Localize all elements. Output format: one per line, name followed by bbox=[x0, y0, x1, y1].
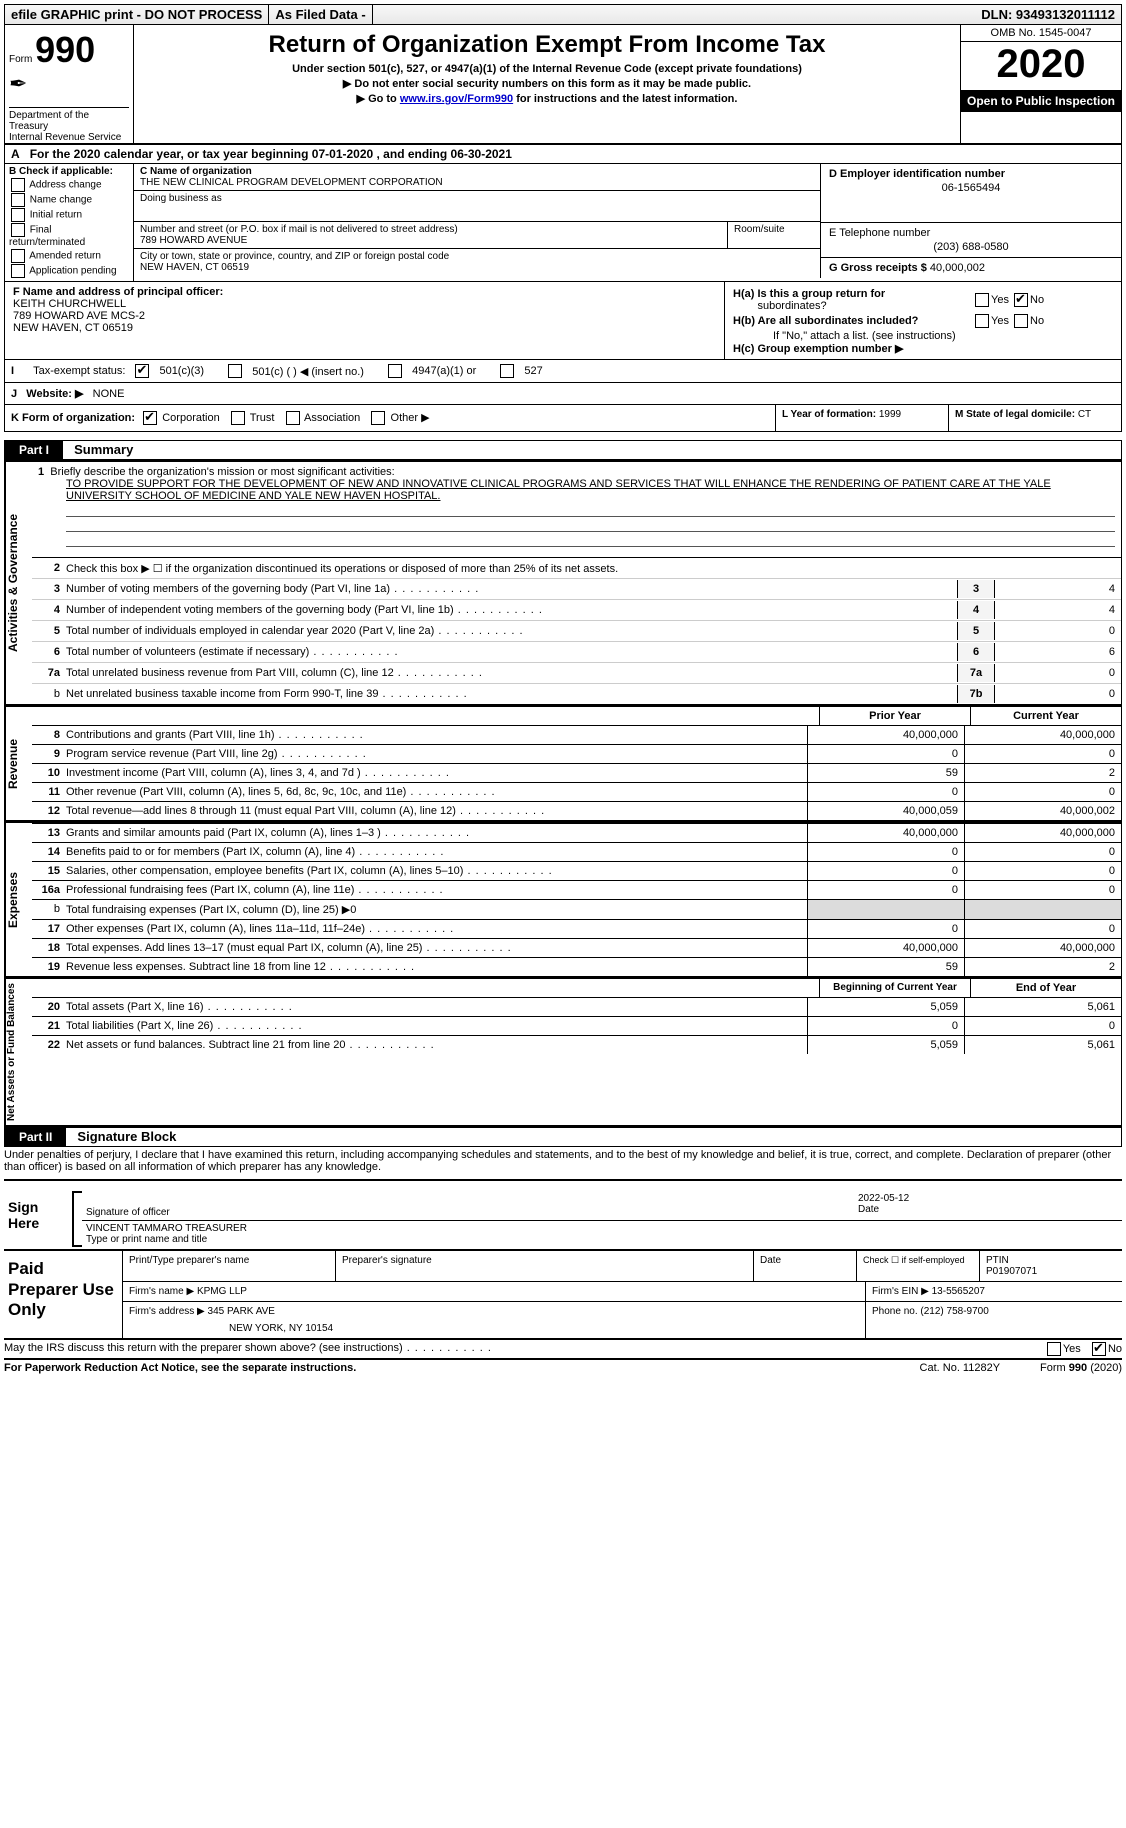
col-B: B Check if applicable: Address change Na… bbox=[5, 164, 134, 281]
col-C: C Name of organization THE NEW CLINICAL … bbox=[134, 164, 1121, 281]
col-DEG: D Employer identification number 06-1565… bbox=[820, 164, 1121, 278]
table-row: 17Other expenses (Part IX, column (A), l… bbox=[32, 919, 1121, 938]
header-left: Form 990 ✒ Department of the Treasury In… bbox=[5, 25, 134, 143]
header-right: OMB No. 1545-0047 2020 Open to Public In… bbox=[960, 25, 1121, 143]
asfiled-label: As Filed Data - bbox=[269, 5, 372, 24]
expenses-section: Expenses 13Grants and similar amounts pa… bbox=[4, 821, 1122, 977]
chk-amended: Amended return bbox=[9, 249, 129, 263]
signature-block: Under penalties of perjury, I declare th… bbox=[4, 1147, 1122, 1376]
phone: (203) 688-0580 bbox=[829, 241, 1113, 253]
table-row: 14Benefits paid to or for members (Part … bbox=[32, 842, 1121, 861]
chk-address: Address change bbox=[9, 178, 129, 192]
table-row: 8Contributions and grants (Part VIII, li… bbox=[32, 725, 1121, 744]
org-name: THE NEW CLINICAL PROGRAM DEVELOPMENT COR… bbox=[140, 177, 443, 188]
form-header: Form 990 ✒ Department of the Treasury In… bbox=[4, 25, 1122, 145]
table-row: 9Program service revenue (Part VIII, lin… bbox=[32, 744, 1121, 763]
section-BCDEG: B Check if applicable: Address change Na… bbox=[4, 164, 1122, 281]
revenue-section: Revenue Prior Year Current Year 8Contrib… bbox=[4, 705, 1122, 821]
activities-governance: Activities & Governance 1 Briefly descri… bbox=[4, 460, 1122, 705]
section-FH: F Name and address of principal officer:… bbox=[4, 281, 1122, 360]
footer: For Paperwork Reduction Act Notice, see … bbox=[4, 1360, 1122, 1376]
gov-line: 7aTotal unrelated business revenue from … bbox=[32, 662, 1121, 683]
gross-receipts: 40,000,002 bbox=[930, 262, 985, 274]
gov-line: 5Total number of individuals employed in… bbox=[32, 620, 1121, 641]
irs-link[interactable]: www.irs.gov/Form990 bbox=[400, 93, 513, 105]
row-J: J Website: ▶ NONE bbox=[4, 383, 1122, 405]
gov-line: 6Total number of volunteers (estimate if… bbox=[32, 641, 1121, 662]
gov-line: 3Number of voting members of the governi… bbox=[32, 578, 1121, 599]
table-row: 18Total expenses. Add lines 13–17 (must … bbox=[32, 938, 1121, 957]
row-A: A For the 2020 calendar year, or tax yea… bbox=[4, 145, 1122, 164]
table-row: 20Total assets (Part X, line 16)5,0595,0… bbox=[32, 997, 1121, 1016]
top-bar: efile GRAPHIC print - DO NOT PROCESS As … bbox=[4, 4, 1122, 25]
table-row: 16aProfessional fundraising fees (Part I… bbox=[32, 880, 1121, 899]
table-row: 12Total revenue—add lines 8 through 11 (… bbox=[32, 801, 1121, 820]
partI-label: Part I bbox=[5, 441, 63, 459]
netassets-section: Net Assets or Fund Balances Beginning of… bbox=[4, 977, 1122, 1126]
chk-name: Name change bbox=[9, 193, 129, 207]
row-KLM: K Form of organization: Corporation Trus… bbox=[4, 405, 1122, 432]
efile-label: efile GRAPHIC print - DO NOT PROCESS bbox=[5, 5, 269, 24]
table-row: 19Revenue less expenses. Subtract line 1… bbox=[32, 957, 1121, 976]
row-I: I Tax-exempt status: 501(c)(3) 501(c) ( … bbox=[4, 360, 1122, 383]
ein: 06-1565494 bbox=[829, 182, 1113, 194]
paid-preparer: Paid Preparer Use Only Print/Type prepar… bbox=[4, 1249, 1122, 1340]
table-row: 10Investment income (Part VIII, column (… bbox=[32, 763, 1121, 782]
col-H: H(a) Is this a group return for subordin… bbox=[724, 282, 1121, 359]
table-row: 21Total liabilities (Part X, line 26)00 bbox=[32, 1016, 1121, 1035]
col-F: F Name and address of principal officer:… bbox=[5, 282, 724, 359]
table-row: bTotal fundraising expenses (Part IX, co… bbox=[32, 899, 1121, 919]
chk-final: Final return/terminated bbox=[9, 223, 129, 248]
gov-line: 4Number of independent voting members of… bbox=[32, 599, 1121, 620]
chk-initial: Initial return bbox=[9, 208, 129, 222]
table-row: 13Grants and similar amounts paid (Part … bbox=[32, 823, 1121, 842]
header-center: Return of Organization Exempt From Incom… bbox=[134, 25, 960, 143]
table-row: 15Salaries, other compensation, employee… bbox=[32, 861, 1121, 880]
chk-pending: Application pending bbox=[9, 264, 129, 278]
gov-line: bNet unrelated business taxable income f… bbox=[32, 683, 1121, 704]
table-row: 11Other revenue (Part VIII, column (A), … bbox=[32, 782, 1121, 801]
partII-label: Part II bbox=[5, 1128, 66, 1146]
dln: DLN: 93493132011112 bbox=[975, 5, 1121, 24]
table-row: 22Net assets or fund balances. Subtract … bbox=[32, 1035, 1121, 1054]
form-title: Return of Organization Exempt From Incom… bbox=[154, 31, 940, 59]
mission-text: TO PROVIDE SUPPORT FOR THE DEVELOPMENT O… bbox=[66, 478, 1115, 502]
